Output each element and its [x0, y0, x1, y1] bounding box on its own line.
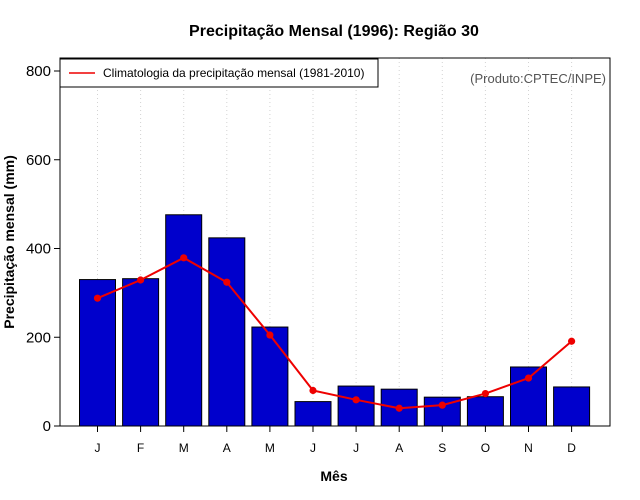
- x-tick-label: M: [179, 441, 189, 455]
- x-tick-label: M: [265, 441, 275, 455]
- precip-bar: [79, 279, 116, 427]
- chart-title: Precipitação Mensal (1996): Região 30: [189, 23, 479, 40]
- climatology-point: [481, 390, 489, 398]
- precip-bar: [337, 385, 375, 427]
- climatology-point: [180, 254, 188, 262]
- credit-annotation: (Produto:CPTEC/INPE): [470, 71, 606, 86]
- y-axis: 0 200 400 600 800: [26, 63, 60, 435]
- climatology-series: [93, 254, 576, 412]
- y-tick-label: 200: [26, 329, 51, 346]
- climatology-point: [352, 396, 360, 404]
- y-tick-label: 0: [43, 418, 51, 435]
- legend-label: Climatologia da precipitação mensal (198…: [103, 66, 364, 80]
- x-tick-label: D: [567, 441, 576, 455]
- precip-bar: [251, 326, 289, 427]
- x-tick-label: F: [137, 441, 144, 455]
- climatology-point: [223, 278, 231, 286]
- precip-bar: [294, 401, 332, 427]
- x-axis-label: Mês: [320, 468, 347, 484]
- precip-bar: [165, 214, 203, 427]
- x-tick-label: J: [353, 441, 359, 455]
- climatology-point: [438, 401, 446, 409]
- y-tick-label: 400: [26, 241, 51, 258]
- x-tick-label: A: [223, 441, 231, 455]
- precip-bar: [122, 278, 160, 427]
- y-axis-label: Precipitação mensal (mm): [1, 155, 17, 329]
- x-tick-label: N: [524, 441, 533, 455]
- x-tick-label: O: [481, 441, 490, 455]
- climatology-point: [309, 386, 317, 395]
- climatology-point: [568, 337, 576, 345]
- x-tick-label: S: [438, 441, 446, 455]
- x-tick-label: J: [95, 441, 101, 455]
- climatology-point: [395, 404, 403, 412]
- legend-box: [59, 58, 379, 88]
- climatology-point: [93, 294, 102, 302]
- climatology-point: [524, 374, 533, 382]
- legend: Climatologia da precipitação mensal (198…: [59, 58, 379, 88]
- climatology-point: [137, 276, 145, 284]
- climatology-line: [97, 256, 573, 410]
- plot-frame: [59, 57, 611, 427]
- precip-bar: [553, 386, 591, 427]
- x-tick-label: J: [310, 441, 316, 455]
- x-tick-label: A: [395, 441, 403, 455]
- precip-bar: [208, 237, 246, 427]
- y-tick-label: 600: [26, 152, 51, 169]
- y-tick-label: 800: [26, 63, 51, 80]
- precip-bar: [466, 396, 504, 427]
- climatology-point: [266, 331, 274, 339]
